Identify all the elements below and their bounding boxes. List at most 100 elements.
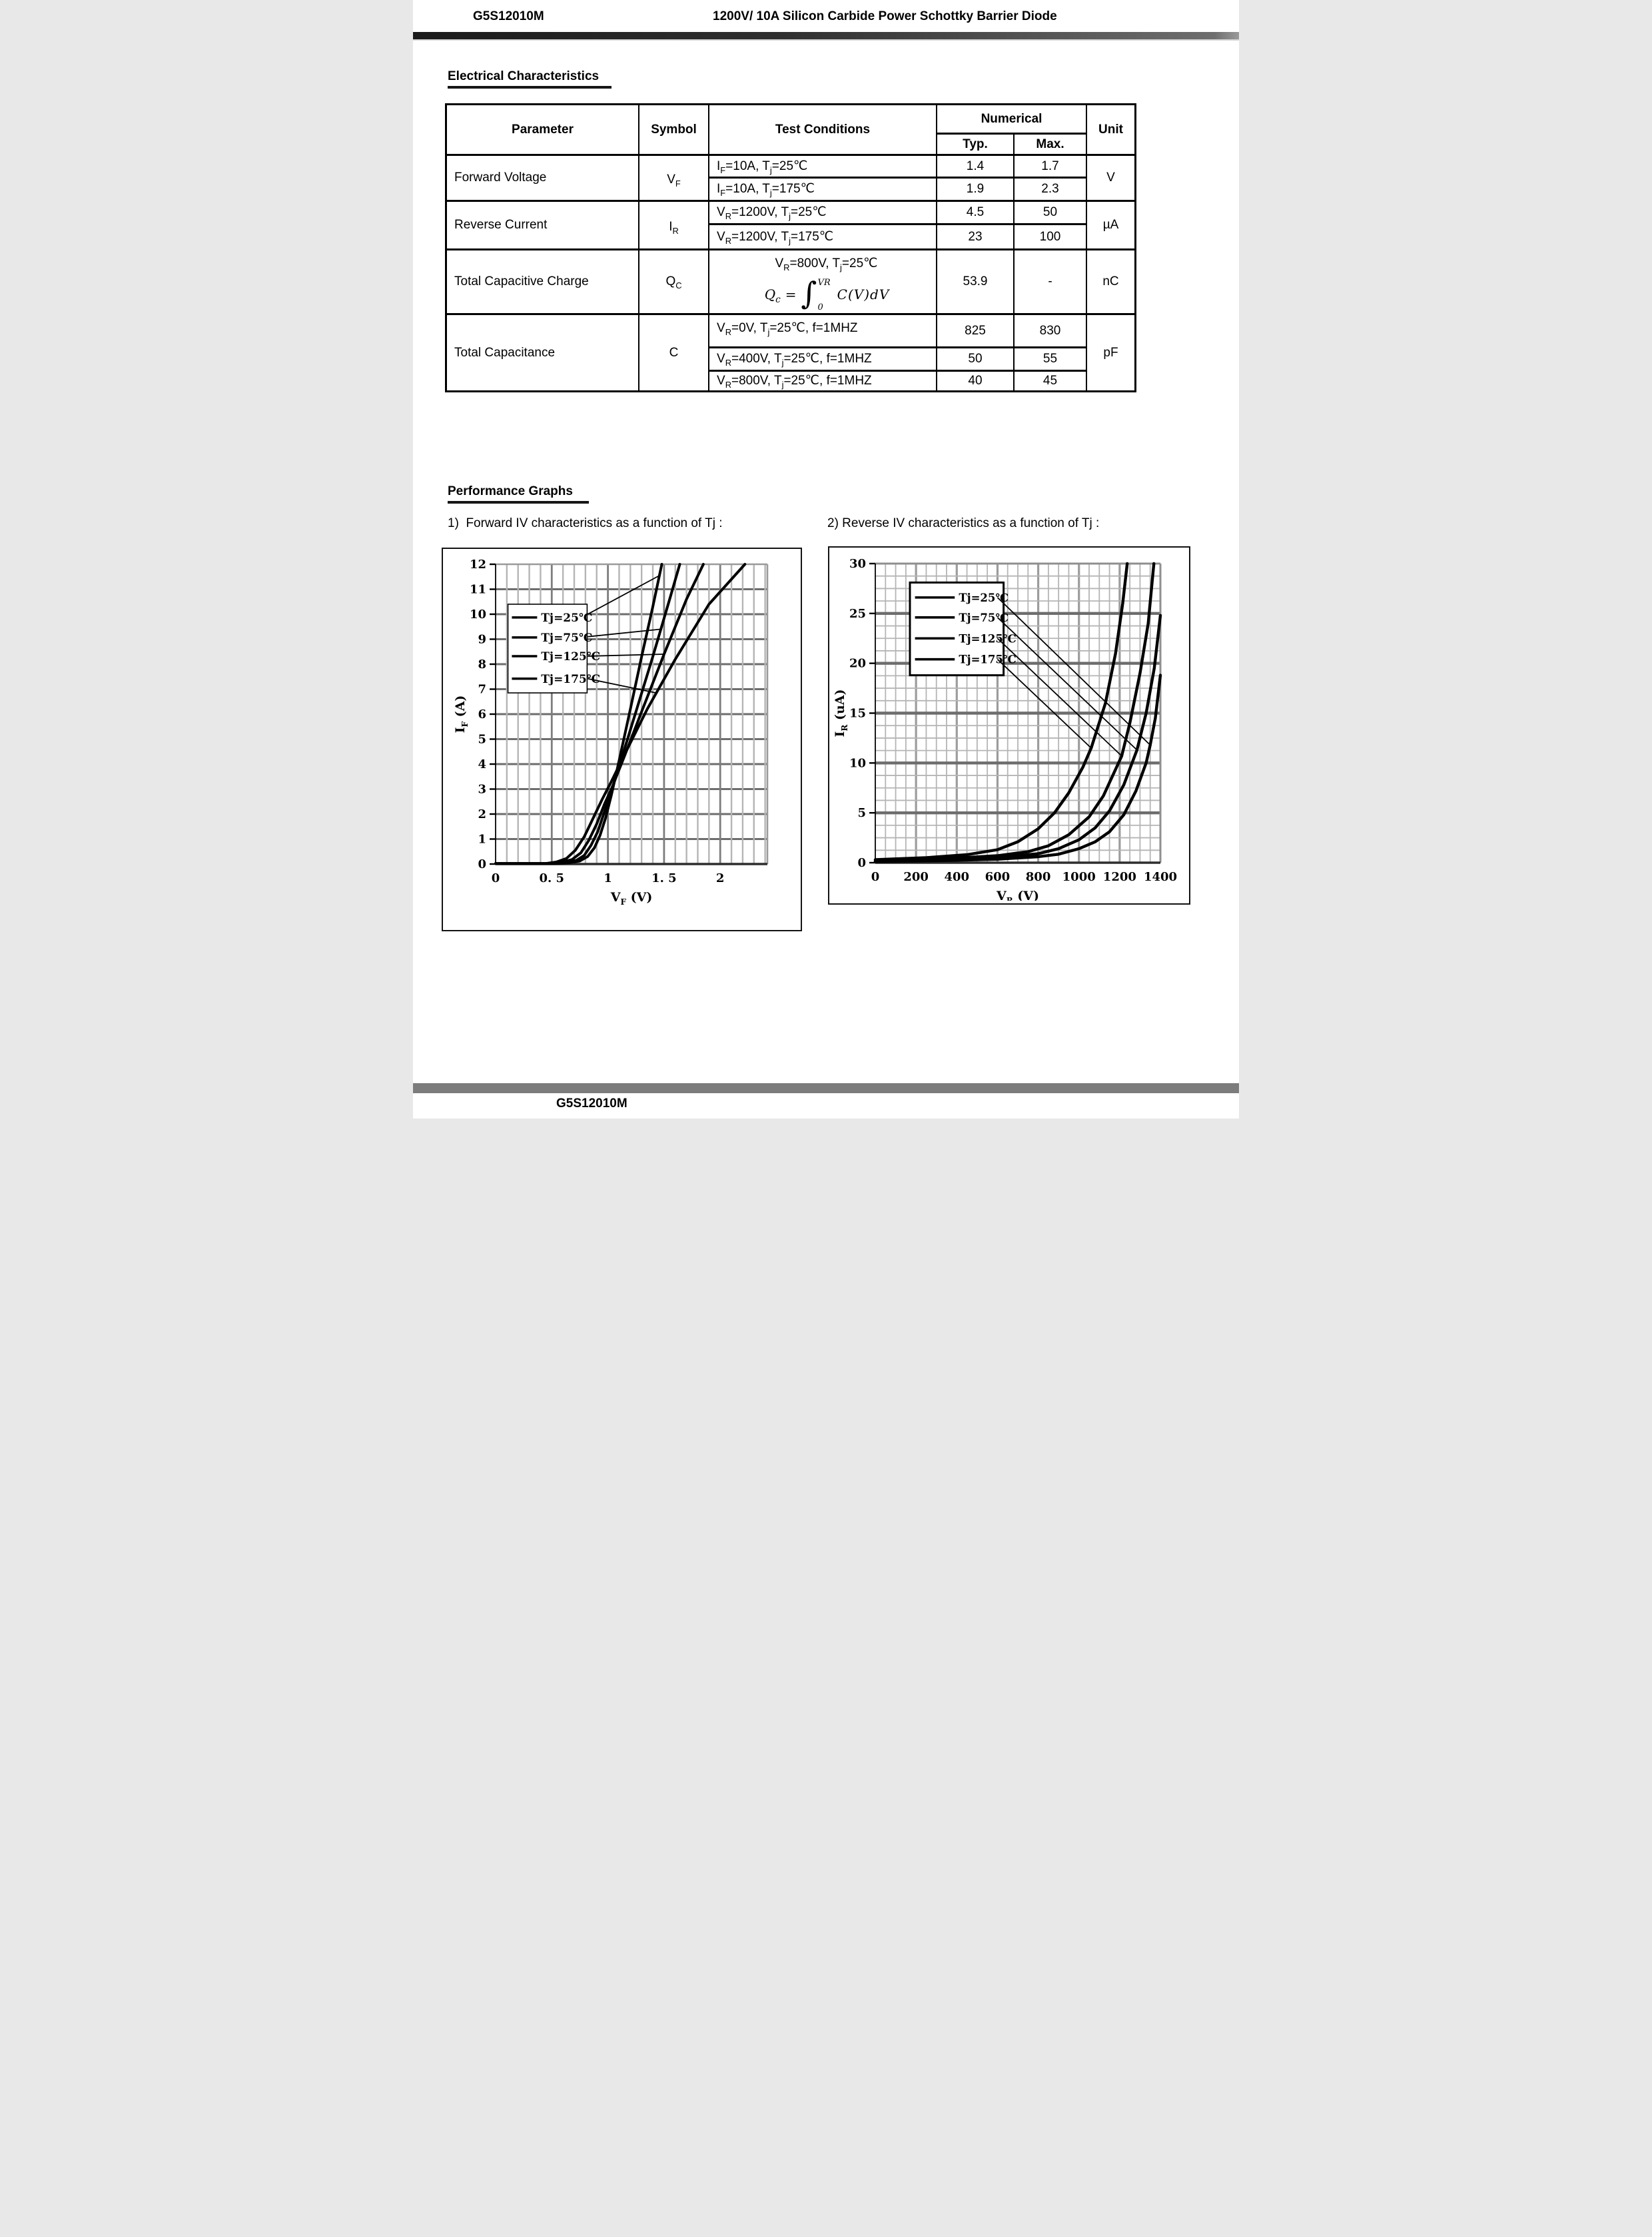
svg-text:400: 400 [944, 870, 969, 884]
integral-limits: VR 0 [817, 277, 831, 312]
svg-text:0: 0 [492, 871, 500, 885]
svg-text:11: 11 [470, 583, 486, 597]
caption-reverse-iv: 2) Reverse IV characteristics as a funct… [827, 516, 1100, 530]
section-title-performance-text: Performance Graphs [448, 484, 573, 498]
svg-text:Tj=175℃: Tj=175℃ [541, 673, 600, 686]
integral-sign: ∫ [801, 275, 817, 312]
symbol-vf: VF [638, 154, 708, 200]
max-value: 100 [1013, 223, 1086, 248]
svg-text:1. 5: 1. 5 [651, 871, 677, 885]
svg-text:VR (V): VR (V) [996, 889, 1039, 901]
typ-value: 4.5 [936, 200, 1013, 223]
document-title: 1200V/ 10A Silicon Carbide Power Schottk… [713, 9, 1057, 23]
unit-total-capacitance: pF [1086, 313, 1134, 390]
typ-value: 40 [936, 370, 1013, 390]
max-value: 830 [1013, 313, 1086, 346]
max-value: - [1013, 248, 1086, 313]
svg-text:4: 4 [478, 757, 486, 771]
performance-underline [448, 501, 589, 504]
svg-text:600: 600 [985, 870, 1011, 884]
section-title-performance: Performance Graphs [448, 484, 589, 504]
col-header-typ: Typ. [936, 133, 1013, 154]
svg-text:15: 15 [849, 707, 866, 721]
svg-text:0: 0 [478, 857, 486, 871]
qc-integral-formula: Qc = ∫ VR 0 C(V)dV [764, 275, 890, 312]
svg-text:2: 2 [716, 871, 725, 885]
formula-lhs: Qc [764, 286, 781, 306]
col-header-parameter: Parameter [512, 122, 574, 137]
svg-text:1000: 1000 [1062, 870, 1096, 884]
col-header-max: Max. [1013, 133, 1086, 154]
datasheet-page: G5S12010M 1200V/ 10A Silicon Carbide Pow… [413, 0, 1239, 1118]
svg-text:10: 10 [849, 756, 866, 770]
max-value: 1.7 [1013, 154, 1086, 177]
unit-total-capacitive-charge: nC [1086, 248, 1134, 313]
svg-text:6: 6 [478, 707, 486, 721]
unit-reverse-current: µA [1086, 200, 1134, 248]
electrical-underline [448, 86, 612, 89]
svg-text:200: 200 [903, 870, 929, 884]
max-value: 50 [1013, 200, 1086, 223]
col-header-symbol: Symbol [638, 105, 708, 154]
svg-text:3: 3 [478, 783, 486, 797]
typ-value: 50 [936, 346, 1013, 370]
condition-cell: IF=10A, Tj=25℃ [708, 154, 936, 177]
svg-text:Tj=25℃: Tj=25℃ [541, 612, 592, 625]
svg-text:0. 5: 0. 5 [540, 871, 565, 885]
svg-text:30: 30 [849, 557, 866, 571]
svg-text:VF (V): VF (V) [610, 890, 653, 907]
condition-cell: VR=1200V, Tj=175℃ [708, 223, 936, 248]
condition-cell: VR=400V, Tj=25℃, f=1MHZ [708, 346, 936, 370]
condition-cell: VR=0V, Tj=25℃, f=1MHZ [708, 313, 936, 346]
symbol-c: C [638, 313, 708, 390]
svg-text:0: 0 [857, 856, 866, 870]
parameter-total-capacitive-charge: Total Capacitive Charge [447, 248, 638, 313]
section-title-electrical: Electrical Characteristics [448, 69, 612, 89]
condition-cell: VR=800V, Tj=25℃, f=1MHZ [708, 370, 936, 390]
svg-text:9: 9 [478, 633, 486, 647]
svg-text:8: 8 [478, 658, 486, 671]
svg-text:Tj=75℃: Tj=75℃ [541, 632, 592, 645]
symbol-ir: IR [638, 200, 708, 248]
typ-value: 53.9 [936, 248, 1013, 313]
typ-value: 825 [936, 313, 1013, 346]
svg-text:20: 20 [849, 657, 866, 671]
svg-text:IF (A): IF (A) [453, 695, 470, 733]
condition-cell-with-formula: VR=800V, Tj=25℃ Qc = ∫ VR 0 C(V)dV [708, 248, 936, 313]
svg-text:10: 10 [470, 608, 486, 622]
parameter-total-capacitance: Total Capacitance [447, 313, 638, 390]
max-value: 2.3 [1013, 177, 1086, 200]
svg-text:12: 12 [470, 558, 486, 572]
condition-cell: VR=1200V, Tj=25℃ [708, 200, 936, 223]
svg-text:7: 7 [478, 683, 486, 697]
max-value: 55 [1013, 346, 1086, 370]
svg-text:2: 2 [478, 807, 486, 821]
header-divider [413, 32, 1239, 41]
col-header-test-conditions: Test Conditions [708, 105, 936, 154]
caption-forward-iv: 1) Forward IV characteristics as a funct… [448, 516, 723, 530]
col-header-unit: Unit [1086, 105, 1134, 154]
svg-text:25: 25 [849, 607, 866, 621]
section-title-electrical-text: Electrical Characteristics [448, 69, 600, 83]
col-header-numerical: Numerical [936, 105, 1086, 133]
characteristics-table: Parameter Symbol Test Conditions Numeric… [445, 103, 1136, 392]
svg-text:800: 800 [1026, 870, 1051, 884]
footer-divider [413, 1083, 1239, 1093]
condition-cell: IF=10A, Tj=175℃ [708, 177, 936, 200]
max-value: 45 [1013, 370, 1086, 390]
typ-value: 23 [936, 223, 1013, 248]
unit-forward-voltage: V [1086, 154, 1134, 200]
svg-text:1: 1 [478, 833, 486, 847]
parameter-forward-voltage: Forward Voltage [447, 154, 638, 200]
svg-text:1: 1 [604, 871, 612, 885]
parameter-reverse-current: Reverse Current [447, 200, 638, 248]
svg-text:IR (uA): IR (uA) [833, 689, 849, 737]
svg-text:5: 5 [478, 733, 486, 747]
svg-text:Tj=75℃: Tj=75℃ [959, 612, 1009, 624]
svg-text:Tj=175℃: Tj=175℃ [959, 654, 1016, 666]
symbol-qc: QC [638, 248, 708, 313]
footer-part-number: G5S12010M [556, 1097, 627, 1111]
header-part-number: G5S12010M [473, 9, 544, 23]
typ-value: 1.4 [936, 154, 1013, 177]
